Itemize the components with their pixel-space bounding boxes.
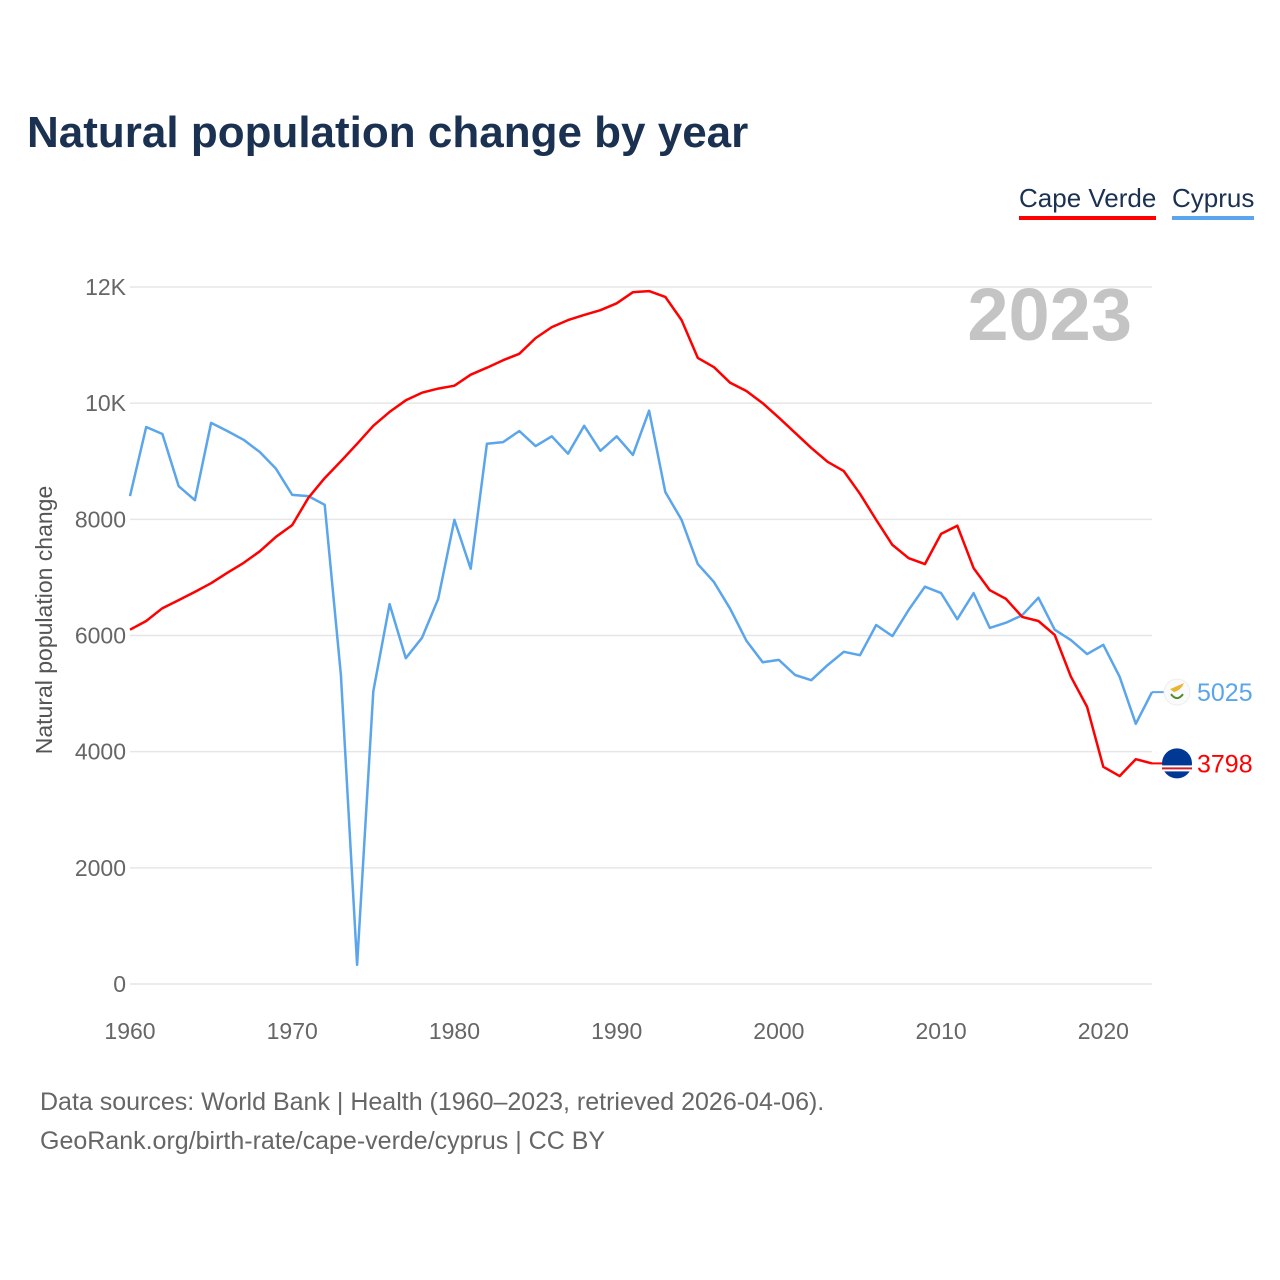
legend-item-cyprus[interactable]: Cyprus [1172, 183, 1255, 220]
end-value-label-cape-verde: 3798 [1197, 750, 1253, 778]
footer-sources: Data sources: World Bank | Health (1960–… [40, 1088, 825, 1116]
y-tick-label: 12K [85, 274, 127, 300]
y-tick-label: 4000 [75, 739, 126, 765]
y-tick-label: 0 [113, 971, 126, 997]
series-line-cyprus [128, 409, 1154, 967]
series-line-cape-verde [129, 289, 1153, 778]
y-tick-label: 10K [85, 390, 127, 416]
y-tick-label: 8000 [75, 506, 126, 532]
flag-circle [1162, 748, 1192, 779]
footer-link[interactable]: GeoRank.org/birth-rate/cape-verde/cyprus… [40, 1127, 606, 1155]
flag-cape-verde-icon [1162, 748, 1192, 779]
year-watermark: 2023 [967, 273, 1132, 356]
flag-map [1170, 683, 1184, 693]
end-value-label-cyprus: 5025 [1197, 679, 1253, 707]
x-tick-label: 1970 [267, 1018, 318, 1044]
y-tick-label: 2000 [75, 855, 126, 881]
x-tick-label: 1980 [429, 1018, 480, 1044]
x-tick-label: 1990 [591, 1018, 642, 1044]
chart-title: Natural population change by year [27, 108, 749, 157]
flag-cyprus-icon [1163, 678, 1191, 706]
x-tick-label: 2020 [1078, 1018, 1129, 1044]
flag-circle [1163, 678, 1191, 706]
x-tick-label: 2010 [916, 1018, 967, 1044]
y-tick-label: 6000 [75, 623, 126, 649]
x-tick-label: 2000 [753, 1018, 804, 1044]
legend-item-cape-verde[interactable]: Cape Verde [1019, 183, 1157, 220]
x-tick-label: 1960 [104, 1018, 155, 1044]
flag-olive [1170, 693, 1184, 700]
flag-stripe [1162, 767, 1192, 770]
y-axis-label: Natural population change [31, 486, 57, 755]
